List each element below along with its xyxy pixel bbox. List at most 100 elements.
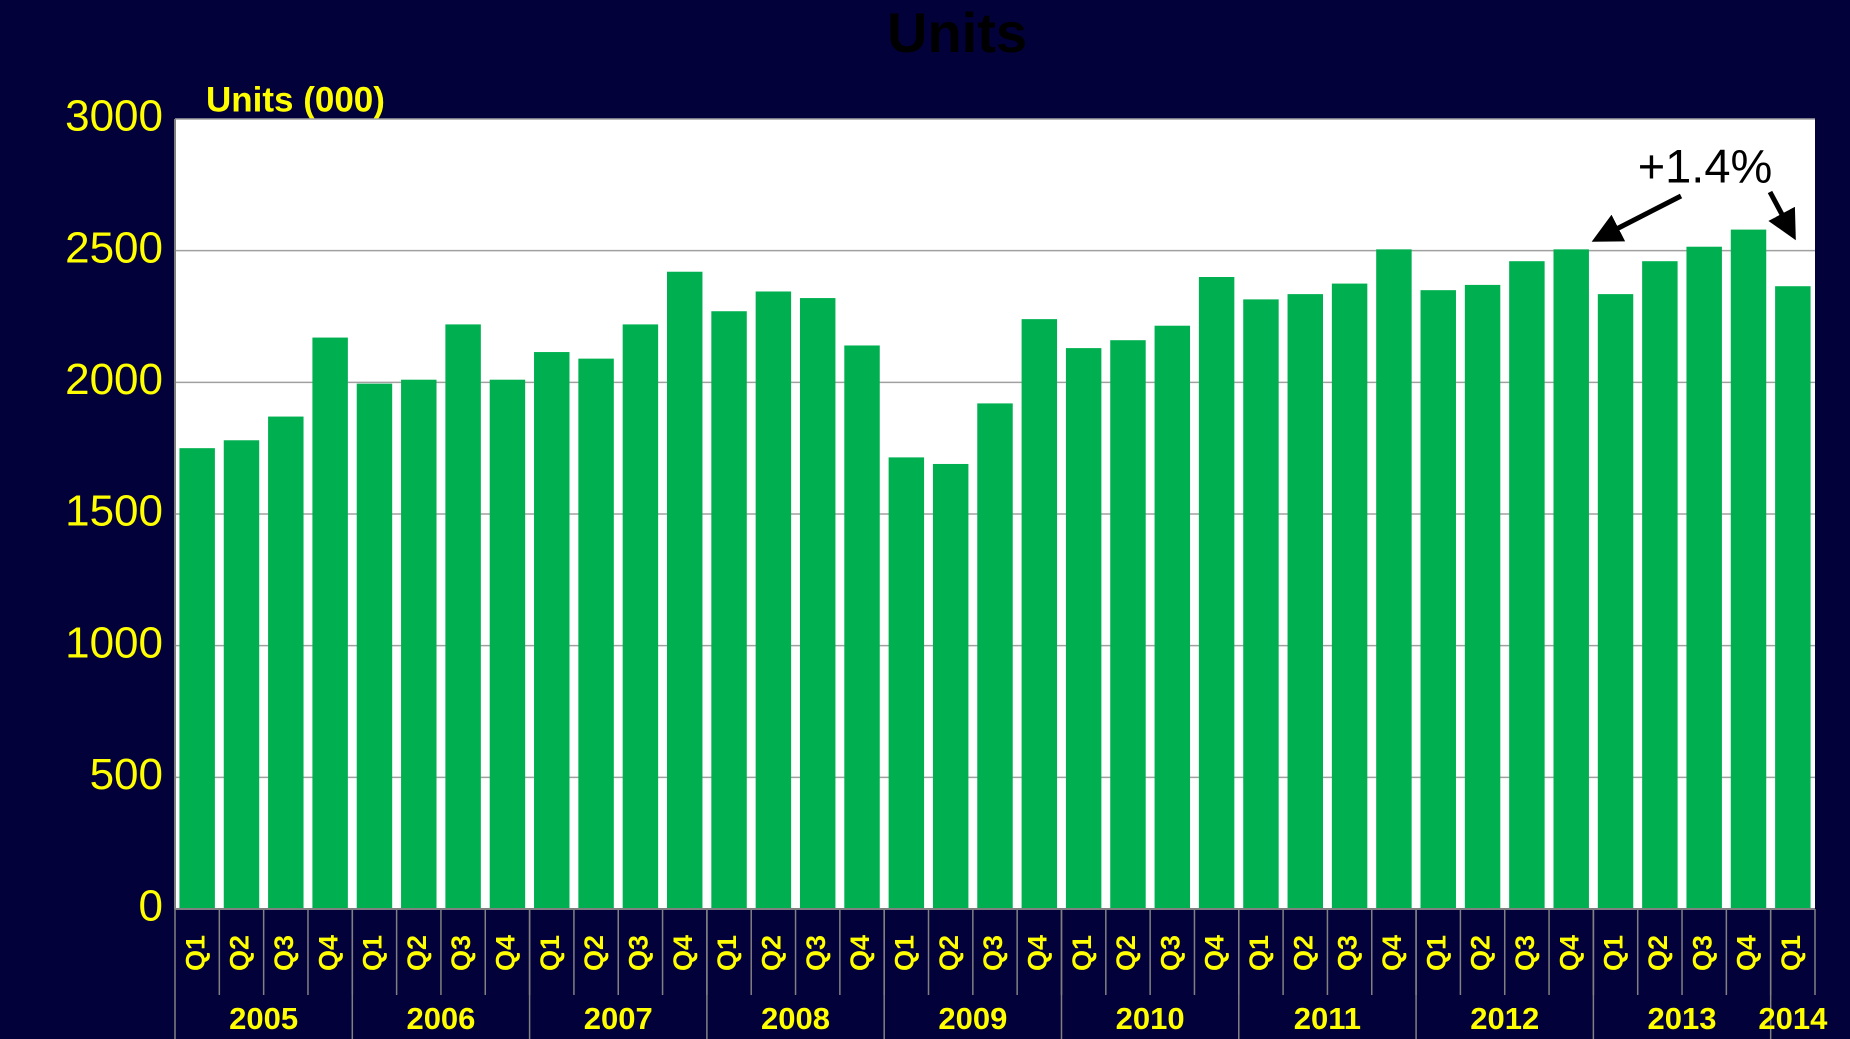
x-tick-label: Q4 bbox=[668, 935, 698, 971]
y-axis-label: Units (000) bbox=[206, 80, 385, 119]
x-tick-label: Q2 bbox=[757, 935, 787, 971]
annotation: +1.4% bbox=[1638, 139, 1773, 192]
x-tick-label: Q2 bbox=[402, 935, 432, 971]
x-tick-label: Q2 bbox=[934, 935, 964, 971]
bar bbox=[1509, 261, 1545, 909]
x-tick-label: Q2 bbox=[225, 935, 255, 971]
bar bbox=[755, 291, 792, 909]
x-tick-label: Q2 bbox=[1288, 935, 1318, 971]
x-tick-label: Q3 bbox=[1333, 935, 1363, 971]
year-label: 2009 bbox=[938, 1001, 1007, 1036]
year-label: 2007 bbox=[584, 1001, 653, 1036]
x-tick-label: Q2 bbox=[1111, 935, 1141, 971]
x-tick-label: Q1 bbox=[889, 935, 919, 971]
bar bbox=[1021, 319, 1058, 910]
bar bbox=[1198, 277, 1235, 909]
y-tick-label: 1500 bbox=[65, 487, 163, 536]
bar bbox=[1287, 294, 1323, 909]
x-tick-label: Q1 bbox=[1599, 935, 1629, 971]
bar bbox=[1464, 284, 1501, 909]
arrow bbox=[1767, 190, 1796, 241]
bar bbox=[622, 324, 659, 909]
bar bbox=[1154, 325, 1191, 909]
y-tick-label: 0 bbox=[139, 882, 163, 931]
bar bbox=[1553, 249, 1589, 910]
x-tick-label: Q4 bbox=[845, 935, 875, 971]
x-tick-label: Q4 bbox=[313, 935, 343, 971]
x-tick-label: Q1 bbox=[712, 935, 742, 971]
bar bbox=[932, 463, 969, 909]
x-tick-label: Q1 bbox=[1421, 935, 1451, 971]
bar bbox=[1686, 246, 1722, 909]
year-label: 2012 bbox=[1470, 1001, 1539, 1036]
year-label: 2011 bbox=[1294, 1001, 1361, 1036]
bar bbox=[1376, 249, 1412, 910]
bar bbox=[268, 416, 304, 909]
bar bbox=[1065, 348, 1102, 910]
x-tick-label: Q4 bbox=[1200, 935, 1230, 971]
year-label: 2005 bbox=[229, 1001, 298, 1036]
bar bbox=[534, 352, 570, 909]
x-tick-label: Q1 bbox=[535, 935, 565, 971]
year-label: 2013 bbox=[1648, 1001, 1717, 1036]
bar bbox=[1730, 229, 1767, 910]
x-tick-label: Q3 bbox=[1510, 935, 1540, 971]
x-tick-label: Q2 bbox=[579, 935, 609, 971]
bars bbox=[179, 229, 1811, 910]
x-tick-label: Q4 bbox=[1554, 935, 1584, 971]
x-tick-label: Q1 bbox=[358, 935, 388, 971]
x-tick-label: Q3 bbox=[978, 935, 1008, 971]
y-tick-label: 3000 bbox=[65, 92, 163, 141]
bar bbox=[179, 448, 215, 909]
x-tick-label: Q2 bbox=[1643, 935, 1673, 971]
bar bbox=[223, 440, 260, 909]
bar bbox=[799, 298, 836, 910]
x-tick-label: Q3 bbox=[446, 935, 476, 971]
y-tick-label: 500 bbox=[90, 750, 163, 799]
year-label: 2014 bbox=[1758, 1001, 1828, 1036]
bar bbox=[1243, 299, 1279, 910]
bar bbox=[844, 345, 880, 909]
x-tick-label: Q4 bbox=[1377, 935, 1407, 971]
bar bbox=[1331, 283, 1368, 909]
bar bbox=[401, 379, 437, 909]
bar bbox=[445, 324, 481, 909]
bar bbox=[1775, 286, 1811, 909]
y-tick-label: 2500 bbox=[65, 223, 163, 272]
x-tick-label: Q4 bbox=[1022, 935, 1052, 971]
y-tick-label: 1000 bbox=[65, 618, 163, 667]
x-tick-label: Q4 bbox=[491, 935, 521, 971]
bar bbox=[1420, 290, 1456, 910]
x-tick-label: Q3 bbox=[624, 935, 654, 971]
x-tick-label: Q1 bbox=[1776, 935, 1806, 971]
bar bbox=[711, 311, 747, 909]
bar bbox=[1597, 294, 1634, 909]
x-tick-label: Q1 bbox=[180, 935, 210, 971]
bar bbox=[489, 379, 526, 909]
x-tick-label: Q3 bbox=[1155, 935, 1185, 971]
bar bbox=[356, 383, 393, 909]
bar bbox=[1642, 261, 1678, 909]
x-tick-label: Q3 bbox=[1687, 935, 1717, 971]
axis: 0 500 1000 1500 2000 2500 3000 Q1 Q2 Q3 Q4 Q1 Q2 Q3 Q4… bbox=[65, 92, 1828, 1039]
x-tick-label: Q4 bbox=[1732, 935, 1762, 971]
x-tick-label: Q1 bbox=[1244, 935, 1274, 971]
x-tick-label: Q2 bbox=[1466, 935, 1496, 971]
bar bbox=[667, 271, 703, 909]
bar bbox=[977, 403, 1013, 909]
year-label: 2008 bbox=[761, 1001, 830, 1036]
bar bbox=[578, 358, 614, 910]
year-label: 2006 bbox=[406, 1001, 475, 1036]
bar bbox=[1110, 340, 1146, 909]
bar bbox=[312, 337, 348, 910]
chart-title: Units bbox=[887, 1, 1027, 64]
year-label: 2010 bbox=[1116, 1001, 1185, 1036]
x-tick-label: Q3 bbox=[269, 935, 299, 971]
x-tick-label: Q1 bbox=[1067, 935, 1097, 971]
bar bbox=[888, 457, 925, 909]
arrow bbox=[1591, 193, 1683, 242]
x-tick-label: Q3 bbox=[801, 935, 831, 971]
y-tick-label: 2000 bbox=[65, 355, 163, 404]
